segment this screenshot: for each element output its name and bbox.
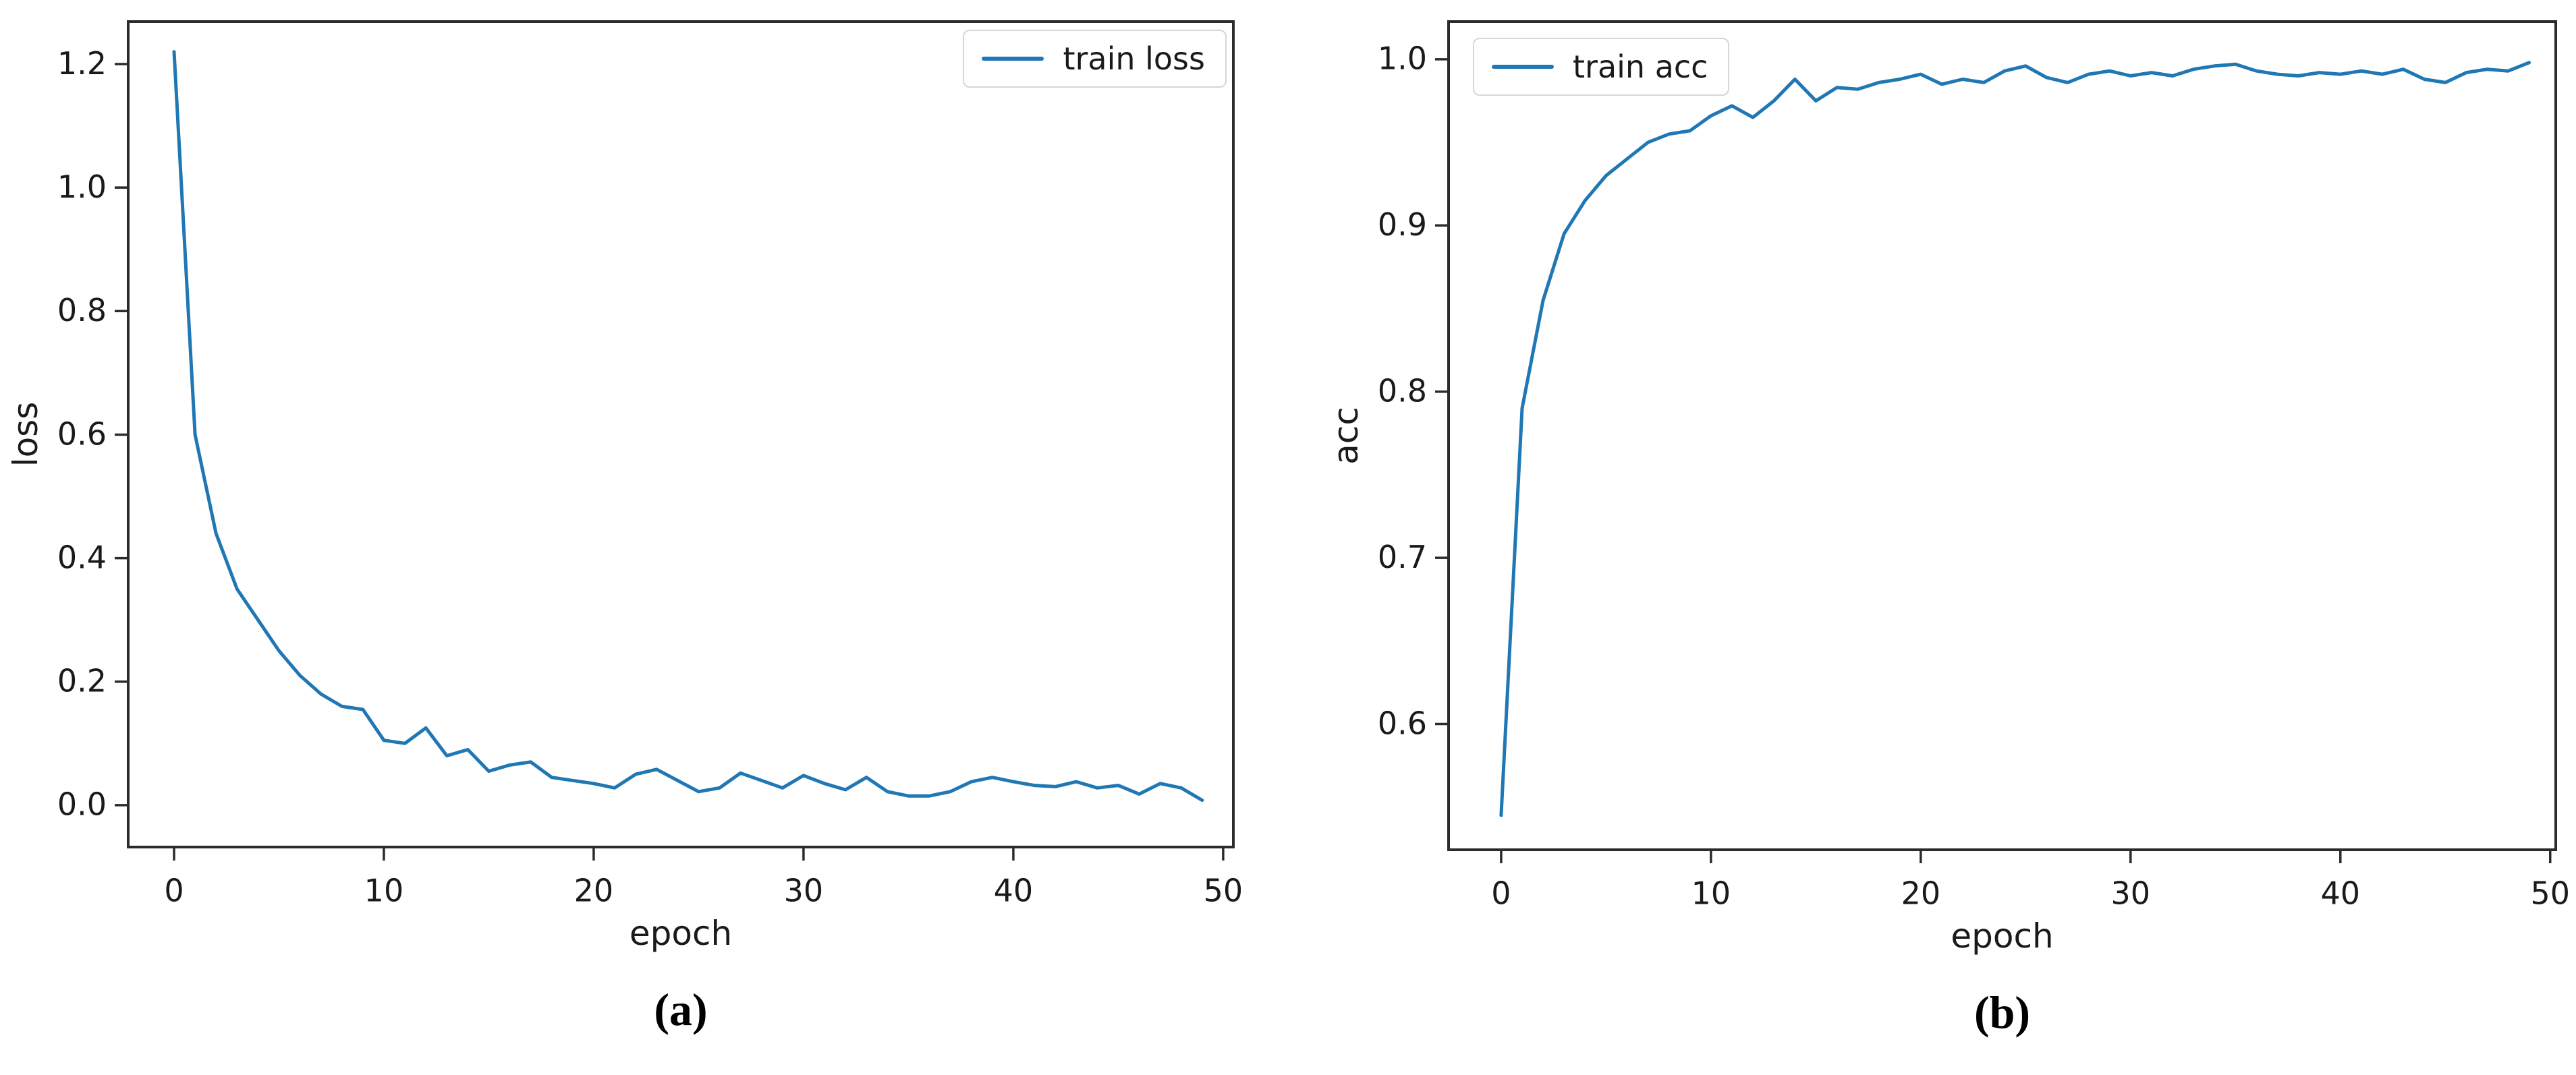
- x-tick-label: 50: [2530, 875, 2570, 911]
- subfigure-caption-a: (a): [654, 984, 708, 1035]
- legend-line-sample: [1492, 65, 1554, 69]
- y-tick-label: 1.0: [57, 169, 107, 205]
- legend-label: train loss: [1063, 40, 1205, 77]
- x-tick-label: 40: [994, 872, 1034, 908]
- x-tick-label: 0: [164, 872, 184, 908]
- x-tick-label: 50: [1204, 872, 1243, 908]
- x-tick-label: 0: [1491, 875, 1511, 911]
- y-tick-label: 0.6: [57, 415, 107, 452]
- train-loss-line: [172, 50, 1204, 803]
- acc-axes: 0 10 20 30 40 50 0.6 0.7 0.8 0.9 1.0 train acc epo…: [1326, 20, 2570, 1038]
- acc-plot-canvas: 0 10 20 30 40 50 0.6 0.7 0.8 0.9 1.0: [1378, 20, 2570, 911]
- y-tick-label: 0.8: [57, 292, 107, 328]
- train-acc-line: [1499, 61, 2531, 817]
- y-tick-label: 0.0: [57, 786, 107, 823]
- x-axis-label: epoch: [1951, 917, 2054, 956]
- acc-legend: train acc: [1473, 38, 1730, 96]
- x-tick-label: 40: [2321, 875, 2361, 911]
- y-tick-label: 0.2: [57, 663, 107, 699]
- y-tick-label: 1.0: [1378, 40, 1427, 77]
- y-tick-label: 0.8: [1378, 373, 1427, 409]
- y-tick-label: 0.4: [57, 539, 107, 575]
- x-tick-label: 10: [1691, 875, 1731, 911]
- y-tick-label: 0.7: [1378, 539, 1427, 575]
- x-tick-label: 20: [574, 872, 614, 908]
- y-tick-label: 0.6: [1378, 705, 1427, 741]
- loss-axes: 0 10 20 30 40 50 0.0 0.2 0.4 0.6 0.8 1.0 1.2 train l…: [6, 20, 1243, 1035]
- loss-legend: train loss: [963, 30, 1227, 88]
- y-tick-label: 1.2: [57, 45, 107, 82]
- x-tick-label: 30: [784, 872, 824, 908]
- x-tick-label: 10: [364, 872, 404, 908]
- x-tick-label: 30: [2111, 875, 2151, 911]
- y-tick-label: 0.9: [1378, 206, 1427, 243]
- y-axis-label: acc: [1326, 407, 1366, 465]
- x-tick-label: 20: [1901, 875, 1941, 911]
- x-axis-label: epoch: [629, 914, 733, 953]
- subfigure-caption-b: (b): [1973, 987, 2031, 1038]
- loss-plot-canvas: 0 10 20 30 40 50 0.0 0.2 0.4 0.6 0.8 1.0 1.2: [57, 20, 1243, 908]
- legend-line-sample: [982, 57, 1044, 61]
- legend-label: train acc: [1573, 49, 1708, 85]
- y-axis-label: loss: [6, 401, 45, 467]
